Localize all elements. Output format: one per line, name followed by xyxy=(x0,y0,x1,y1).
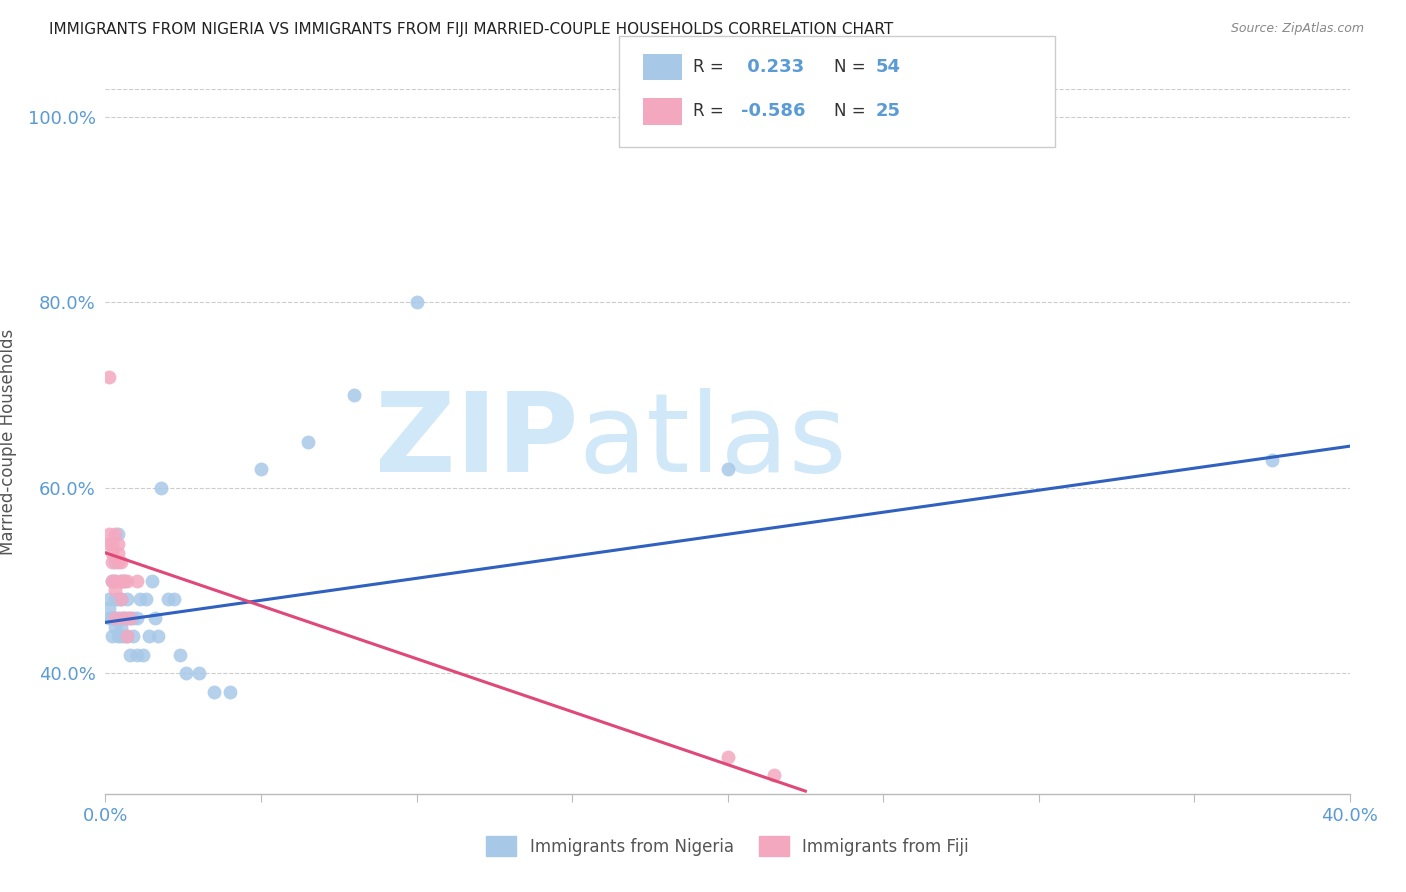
Point xyxy=(97,527,120,541)
Point xyxy=(115,629,138,643)
Point xyxy=(100,611,122,625)
Point xyxy=(100,574,122,588)
Point xyxy=(112,574,135,588)
Point xyxy=(107,629,129,643)
Point xyxy=(120,611,142,625)
Point xyxy=(110,629,132,643)
Text: N =: N = xyxy=(834,58,870,76)
Point xyxy=(107,592,129,607)
Point xyxy=(97,369,120,384)
Point xyxy=(141,574,163,588)
Point xyxy=(97,611,120,625)
Point xyxy=(100,611,122,625)
Point xyxy=(110,620,132,634)
Point xyxy=(717,749,740,764)
Point xyxy=(115,629,138,643)
Point xyxy=(125,611,148,625)
Point xyxy=(297,434,319,449)
Point xyxy=(138,629,160,643)
Point xyxy=(107,611,129,625)
Point xyxy=(176,666,198,681)
Point xyxy=(100,555,122,569)
Point xyxy=(128,592,150,607)
Point xyxy=(104,527,127,541)
Point xyxy=(104,574,127,588)
Y-axis label: Married-couple Households: Married-couple Households xyxy=(0,328,17,555)
Point xyxy=(163,592,186,607)
Point xyxy=(112,611,135,625)
Point xyxy=(343,388,366,402)
Point xyxy=(717,462,740,476)
Point xyxy=(156,592,179,607)
Point xyxy=(104,592,127,607)
Point xyxy=(112,574,135,588)
Point xyxy=(125,574,148,588)
Point xyxy=(143,611,166,625)
Point xyxy=(100,574,122,588)
Point xyxy=(112,629,135,643)
Point xyxy=(405,295,427,310)
Point xyxy=(104,611,127,625)
Point xyxy=(250,462,273,476)
Point xyxy=(110,574,132,588)
Text: R =: R = xyxy=(693,58,730,76)
Point xyxy=(107,555,129,569)
Point xyxy=(187,666,209,681)
Point xyxy=(135,592,157,607)
Text: -0.586: -0.586 xyxy=(741,103,806,120)
Point xyxy=(125,648,148,662)
Point xyxy=(132,648,155,662)
Point xyxy=(110,592,132,607)
Point xyxy=(100,629,122,643)
Point xyxy=(120,611,142,625)
Point xyxy=(104,555,127,569)
Text: 25: 25 xyxy=(876,103,901,120)
Point xyxy=(122,629,145,643)
Text: ZIP: ZIP xyxy=(375,388,578,495)
Point xyxy=(100,536,122,550)
Point xyxy=(104,611,127,625)
Point xyxy=(104,620,127,634)
Text: Source: ZipAtlas.com: Source: ZipAtlas.com xyxy=(1230,22,1364,36)
Point xyxy=(110,592,132,607)
Point xyxy=(112,611,135,625)
Point xyxy=(110,555,132,569)
Point xyxy=(110,574,132,588)
Point xyxy=(169,648,191,662)
Legend: Immigrants from Nigeria, Immigrants from Fiji: Immigrants from Nigeria, Immigrants from… xyxy=(479,830,976,863)
Point xyxy=(1261,453,1284,467)
Point xyxy=(100,546,122,560)
Point xyxy=(104,582,127,597)
Point xyxy=(115,611,138,625)
Point xyxy=(104,574,127,588)
Text: atlas: atlas xyxy=(578,388,846,495)
Point xyxy=(120,648,142,662)
Text: R =: R = xyxy=(693,103,730,120)
Point xyxy=(202,685,225,699)
Text: IMMIGRANTS FROM NIGERIA VS IMMIGRANTS FROM FIJI MARRIED-COUPLE HOUSEHOLDS CORREL: IMMIGRANTS FROM NIGERIA VS IMMIGRANTS FR… xyxy=(49,22,893,37)
Point xyxy=(97,601,120,615)
Point xyxy=(150,481,173,495)
Point xyxy=(107,527,129,541)
Point xyxy=(115,592,138,607)
Point xyxy=(115,574,138,588)
Point xyxy=(218,685,242,699)
Point xyxy=(97,536,120,550)
Point xyxy=(107,536,129,550)
Point xyxy=(97,592,120,607)
Point xyxy=(107,546,129,560)
Point xyxy=(110,611,132,625)
Point xyxy=(122,611,145,625)
Text: 54: 54 xyxy=(876,58,901,76)
Point xyxy=(763,768,786,782)
Text: 0.233: 0.233 xyxy=(741,58,804,76)
Point xyxy=(148,629,170,643)
Text: N =: N = xyxy=(834,103,870,120)
